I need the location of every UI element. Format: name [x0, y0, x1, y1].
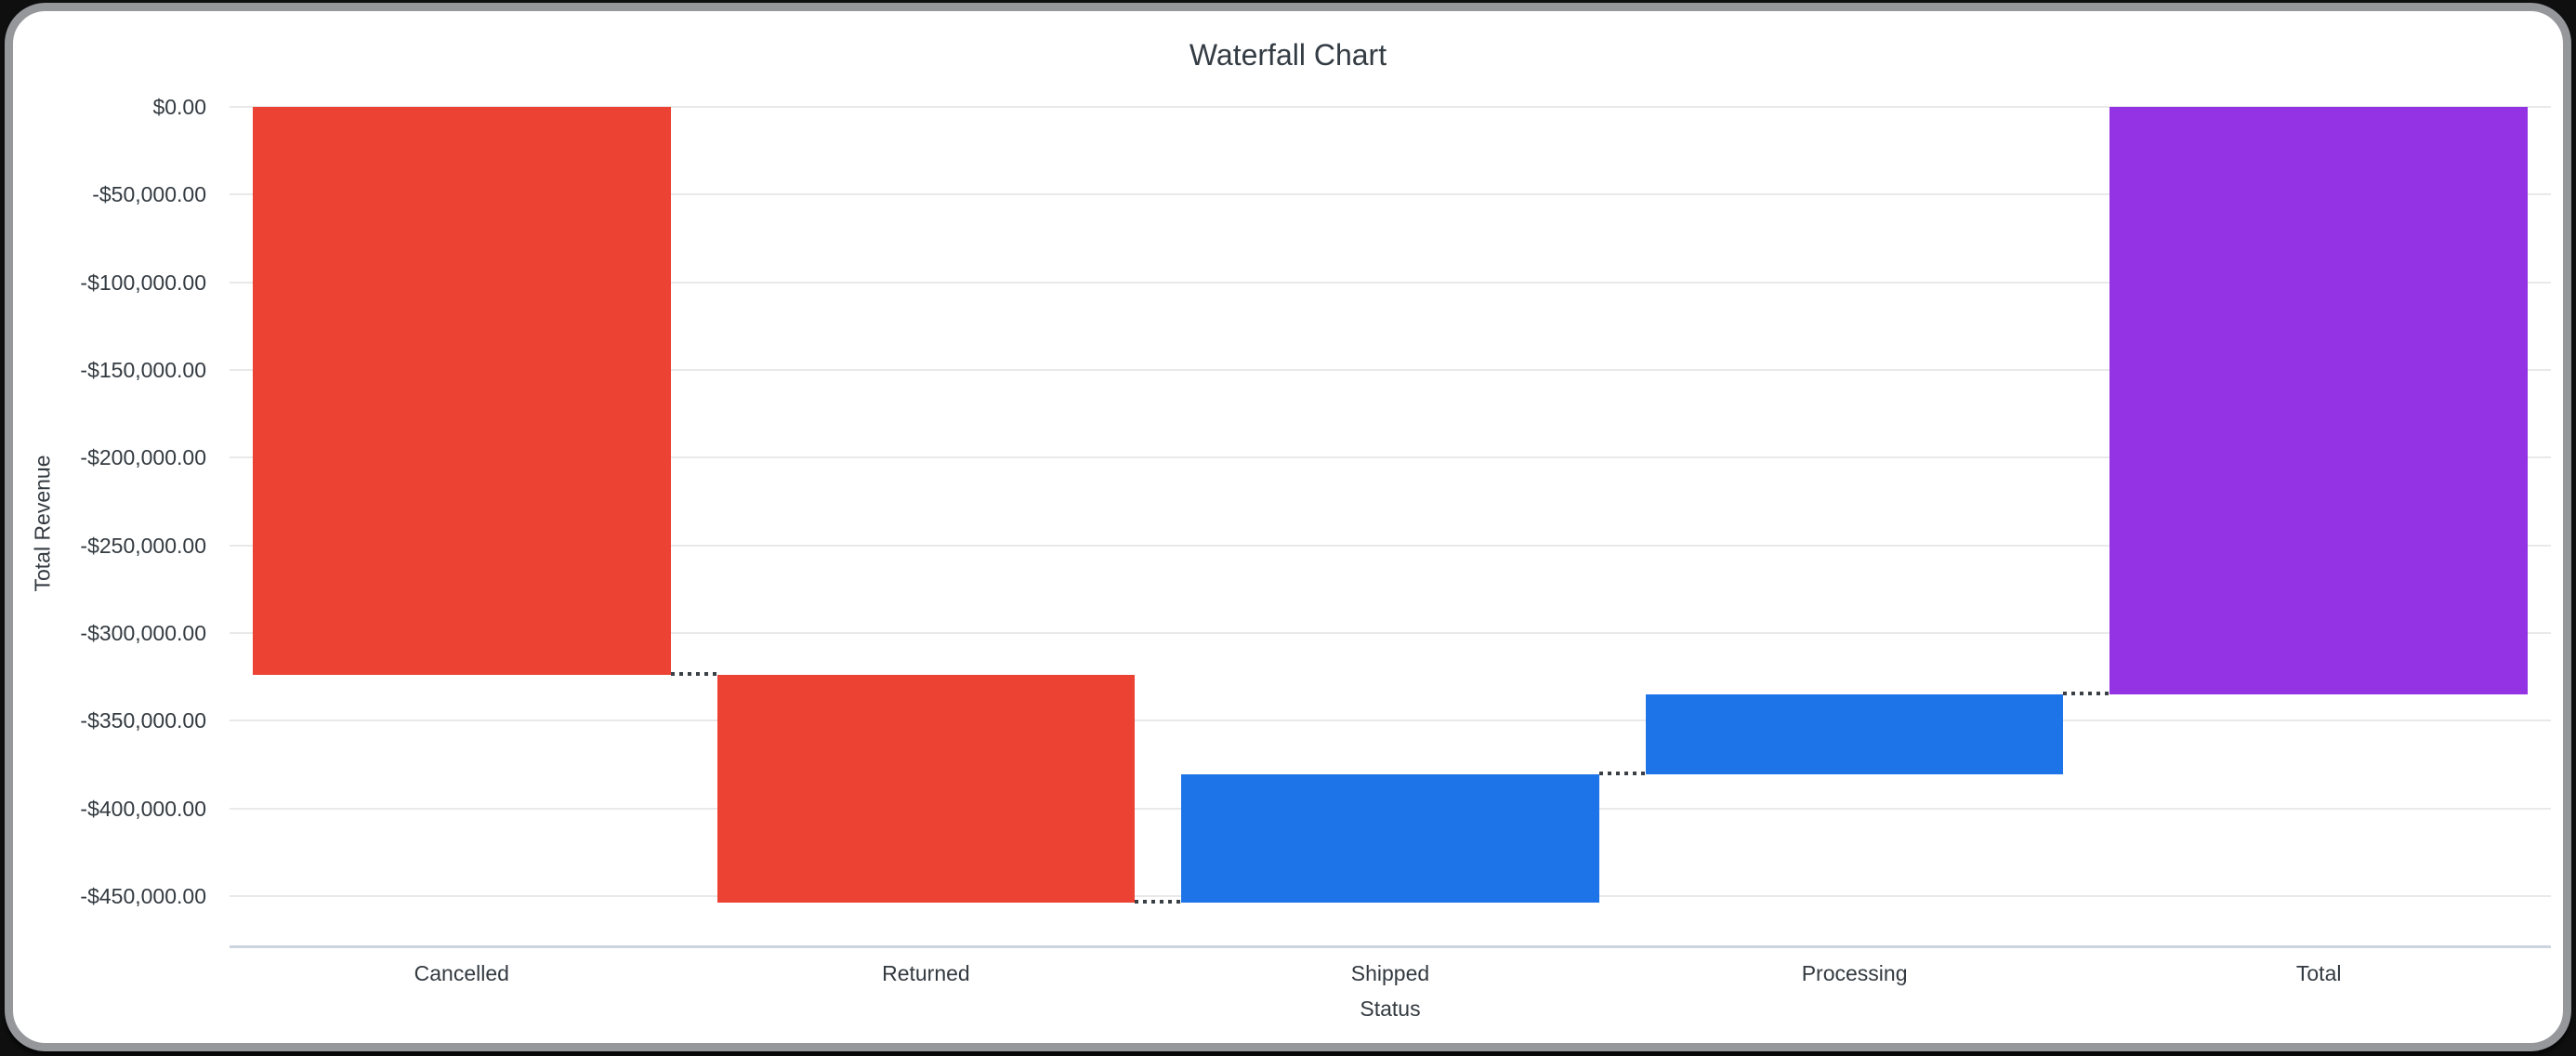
x-tick-label: Total — [2295, 961, 2342, 985]
y-tick-label: -$450,000.00 — [80, 884, 206, 909]
bar-cancelled[interactable] — [253, 107, 671, 676]
y-tick-label: -$300,000.00 — [80, 621, 206, 646]
y-tick-label: $0.00 — [152, 95, 206, 119]
y-tick-label: -$250,000.00 — [80, 533, 206, 558]
gridline — [230, 369, 2551, 372]
gridline — [230, 632, 2551, 635]
y-tick-label: -$350,000.00 — [80, 708, 206, 733]
chart-title: Waterfall Chart — [1189, 38, 1387, 72]
x-tick-label: Cancelled — [414, 961, 509, 985]
waterfall-connector — [1598, 772, 1646, 776]
waterfall-connector — [670, 672, 717, 677]
gridline — [230, 281, 2551, 284]
gridline — [230, 544, 2551, 547]
bar-shipped[interactable] — [1181, 774, 1599, 903]
gridline — [230, 193, 2551, 196]
y-tick-label: -$200,000.00 — [80, 445, 206, 470]
gridline — [230, 456, 2551, 459]
bar-total[interactable] — [2109, 107, 2528, 695]
y-tick-label: -$100,000.00 — [80, 270, 206, 295]
waterfall-connector — [1135, 899, 1182, 904]
gridline — [230, 719, 2551, 722]
x-axis-title: Status — [1360, 997, 1421, 1021]
y-axis-tick-labels: $0.00 -$50,000.00 -$100,000.00 -$150,000.00… — [0, 0, 206, 1056]
plot-area — [230, 106, 2551, 948]
gridline — [230, 106, 2551, 108]
bar-processing[interactable] — [1645, 694, 2064, 775]
y-tick-label: -$400,000.00 — [80, 796, 206, 821]
x-tick-label: Processing — [1801, 961, 1908, 985]
x-tick-label: Shipped — [1350, 961, 1430, 985]
y-tick-label: -$150,000.00 — [80, 358, 206, 383]
waterfall-connector — [2063, 692, 2110, 696]
y-tick-label: -$50,000.00 — [92, 182, 206, 207]
x-axis-tick-labels: Cancelled Returned Shipped Processing Total — [230, 959, 2551, 989]
x-tick-label: Returned — [882, 961, 970, 985]
bar-returned[interactable] — [716, 675, 1136, 903]
